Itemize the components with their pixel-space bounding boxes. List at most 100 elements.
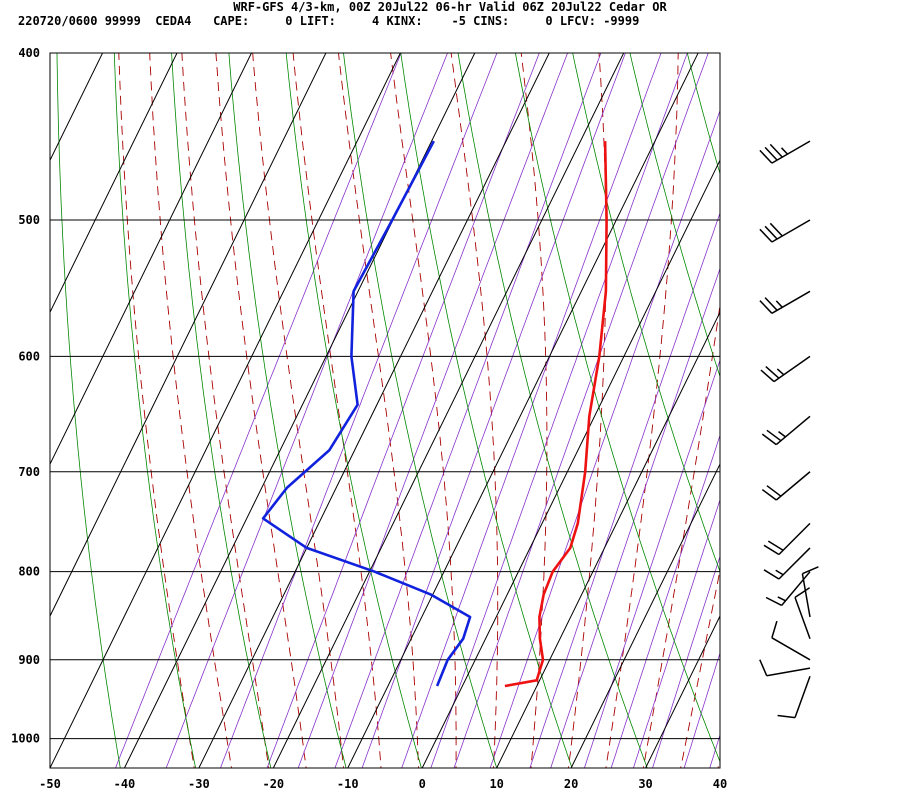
x-tick-label: -10	[337, 777, 359, 791]
mixing-ratio-line	[115, 53, 402, 768]
y-tick-label: 700	[18, 465, 40, 479]
y-tick-label: 600	[18, 349, 40, 363]
x-tick-label: 10	[489, 777, 503, 791]
dry-adiabat-line	[739, 34, 900, 775]
isotherm-line	[50, 53, 327, 618]
isotherm-line	[50, 53, 253, 466]
isotherm-line	[50, 53, 104, 162]
wind-barb	[759, 659, 811, 677]
wind-barb	[771, 620, 811, 661]
isotherm-line	[272, 53, 625, 768]
moist-adiabat-line	[520, 53, 548, 768]
isotherm-line	[123, 53, 476, 768]
moist-adiabat-line	[754, 15, 900, 776]
x-tick-label: -50	[39, 777, 61, 791]
moist-adiabat-line	[292, 53, 382, 768]
dry-adiabat-line	[56, 53, 121, 768]
mixing-ratio-line	[165, 53, 448, 768]
mixing-ratio-line	[583, 358, 720, 768]
dry-adiabat-line	[853, 34, 900, 775]
wind-barb	[794, 587, 811, 639]
wind-barb	[765, 571, 811, 607]
mixing-ratio-line	[652, 555, 720, 768]
moist-adiabat-line	[568, 53, 607, 768]
sounding-info: 220720/0600 99999 CEDA4 CAPE: 0 LIFT: 4 …	[18, 14, 640, 28]
wind-barbs	[759, 140, 819, 719]
x-tick-label: 40	[713, 777, 727, 791]
isotherm-line	[570, 463, 720, 768]
moist-adiabat-line	[680, 567, 720, 768]
chart-title: WRF-GFS 4/3-km, 00Z 20Jul22 06-hr Valid …	[233, 0, 667, 14]
mixing-ratio-line	[220, 53, 498, 768]
dry-adiabat-line	[629, 53, 720, 378]
isotherm-line	[198, 53, 550, 768]
dry-adiabat-line	[457, 53, 648, 768]
plot-frame	[49, 52, 721, 769]
mixing-ratio-line	[632, 498, 720, 768]
temperature-trace	[504, 141, 608, 688]
dry-adiabat-line	[113, 53, 197, 768]
isotherm-line	[0, 0, 67, 796]
dry-adiabats	[56, 34, 900, 775]
dry-adiabat-line	[796, 34, 900, 775]
wind-barb	[763, 547, 811, 580]
x-axis-ticks: -50 -40 -30 -20 -10 0 10 20 30 40	[39, 777, 727, 791]
moist-adiabat-line	[149, 53, 232, 768]
mixing-ratio-line	[610, 434, 720, 768]
mixing-ratio-line	[334, 53, 602, 768]
dry-adiabat-line	[343, 53, 498, 768]
mixing-ratio-line	[430, 53, 688, 768]
moist-adiabats	[118, 15, 900, 776]
wind-barb	[760, 355, 811, 383]
wind-barb	[763, 522, 811, 556]
dry-adiabat-line	[686, 53, 720, 176]
wind-barb	[761, 471, 811, 501]
y-tick-label: 500	[18, 213, 40, 227]
isotherm-line	[781, 0, 900, 796]
x-tick-label: -20	[262, 777, 284, 791]
wind-barb	[761, 415, 811, 446]
x-tick-label: 30	[638, 777, 652, 791]
dry-adiabat-line	[228, 53, 347, 768]
mixing-ratio-line	[550, 267, 720, 768]
isotherm-line	[50, 53, 401, 768]
y-tick-label: 800	[18, 565, 40, 579]
dewpoint-trace	[261, 140, 472, 687]
wind-barb	[777, 676, 811, 719]
moist-adiabat-line	[338, 53, 419, 768]
wind-barb	[759, 219, 811, 243]
moist-adiabat-line	[118, 53, 195, 768]
dry-adiabat-line	[171, 53, 272, 768]
x-tick-label: -30	[188, 777, 210, 791]
x-tick-label: 0	[419, 777, 426, 791]
isotherm-line	[347, 53, 699, 768]
dry-adiabat-line	[572, 53, 720, 573]
y-tick-label: 400	[18, 46, 40, 60]
moist-adiabat-line	[252, 53, 344, 768]
moist-adiabat-line	[390, 53, 457, 768]
y-tick-label: 1000	[11, 732, 40, 746]
wind-barb	[759, 140, 811, 164]
wind-barb	[801, 566, 819, 618]
moist-adiabat-line	[215, 53, 307, 768]
isotherm-line	[50, 53, 178, 314]
mixing-ratio-line	[683, 652, 720, 768]
isotherm-line	[644, 614, 720, 768]
sounding-traces	[261, 140, 608, 688]
moist-adiabat-line	[181, 53, 270, 768]
y-tick-label: 900	[18, 653, 40, 667]
y-axis-ticks: 400 500 600 700 800 900 1000	[11, 46, 40, 746]
moist-adiabat-line	[717, 756, 720, 768]
isotherm-line	[421, 159, 720, 768]
moist-adiabat-line	[450, 53, 499, 768]
moist-adiabat-line	[642, 302, 720, 768]
isotherm-line	[496, 311, 720, 768]
mixing-ratio-lines	[115, 53, 720, 768]
x-tick-label: 20	[564, 777, 578, 791]
x-tick-label: -40	[114, 777, 136, 791]
mixing-ratio-line	[489, 109, 720, 768]
wind-barb	[759, 290, 811, 314]
isotherm-line	[719, 766, 720, 768]
